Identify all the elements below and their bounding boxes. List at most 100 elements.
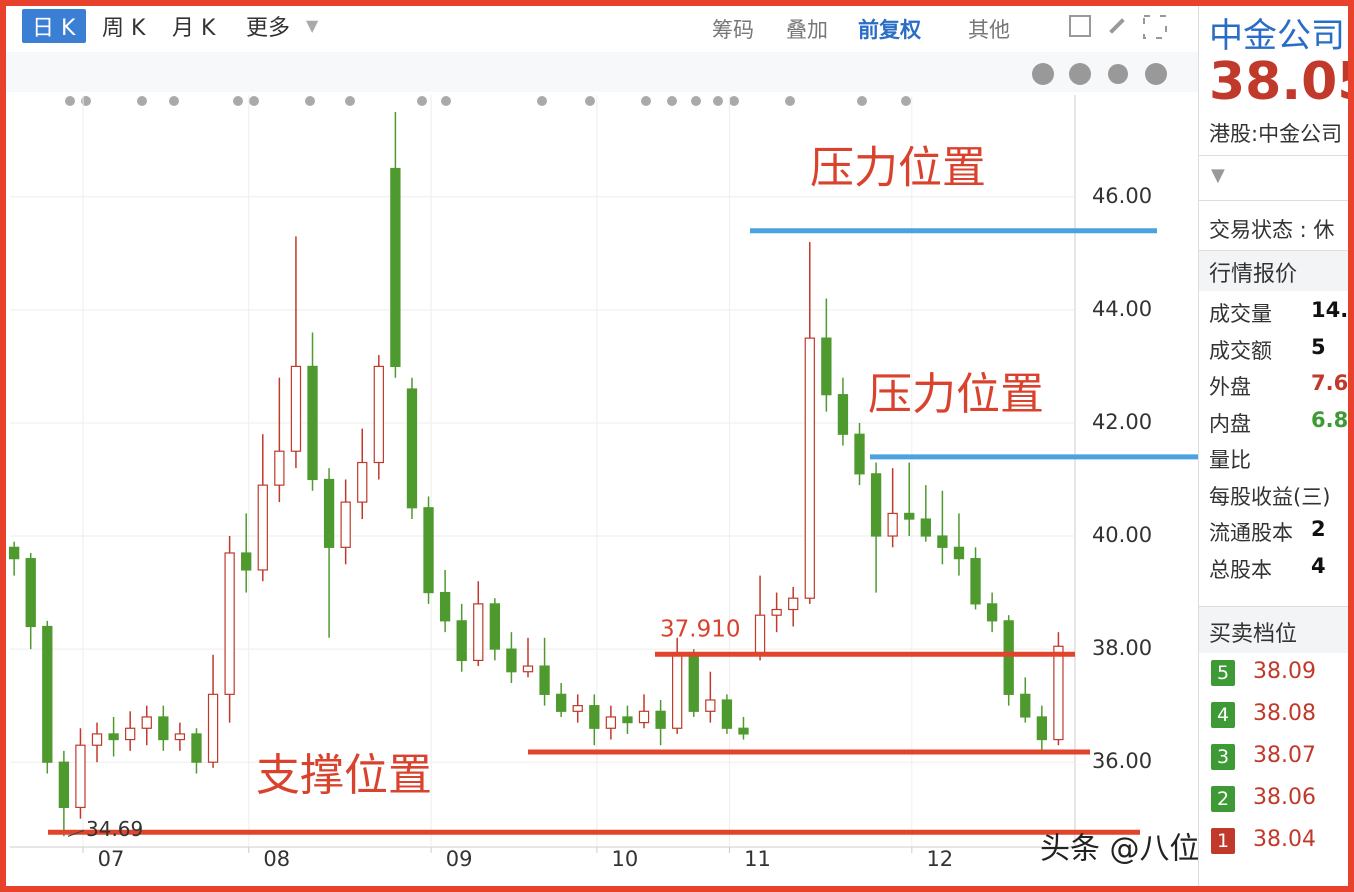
- candle-body: [804, 337, 815, 599]
- candle-body: [158, 716, 169, 741]
- book-price: 38.09: [1253, 659, 1316, 684]
- support-label: 支撑位置: [256, 750, 432, 801]
- candle-body: [456, 620, 467, 662]
- book-level: 4: [1211, 702, 1235, 728]
- candle-body: [323, 478, 335, 548]
- candle-body: [539, 665, 550, 695]
- candle-body: [854, 433, 865, 475]
- candle-body: [75, 744, 86, 809]
- quote-label: 总股本: [1209, 557, 1272, 582]
- x-tick-label: 09: [446, 847, 473, 871]
- candle-body: [473, 603, 484, 662]
- candle-body: [125, 727, 136, 741]
- period[interactable]: 周 K: [102, 16, 146, 41]
- candle-body: [970, 558, 981, 605]
- candle-body: [920, 518, 931, 537]
- candle-body: [605, 716, 617, 729]
- y-tick-label: 36.00: [1092, 749, 1152, 773]
- candle-body: [340, 501, 351, 548]
- candle-body: [821, 337, 832, 396]
- candle-body: [705, 699, 716, 712]
- candle-body: [8, 546, 20, 560]
- subbar: [0, 52, 1198, 92]
- candle-body: [207, 693, 219, 763]
- candle-body: [91, 733, 103, 746]
- candle-body: [390, 167, 401, 367]
- watermark: 头条 @八位数花园: [1040, 832, 1198, 867]
- quote-value: 2: [1311, 517, 1326, 541]
- y-tick-label: 46.00: [1092, 184, 1152, 208]
- book-price: 38.07: [1253, 743, 1316, 768]
- section-bg: [1199, 250, 1354, 291]
- candle-body: [1020, 693, 1031, 718]
- candle-body: [439, 591, 451, 622]
- period-selected[interactable]: [22, 9, 86, 43]
- candle-body: [423, 507, 434, 594]
- x-tick-label: 11: [744, 847, 771, 871]
- separator: [1199, 200, 1354, 201]
- candle-body: [224, 552, 235, 695]
- quote-label: 成交额: [1209, 338, 1272, 363]
- x-tick-label: 08: [263, 847, 290, 871]
- candle-body: [108, 733, 119, 741]
- candle-body: [191, 733, 202, 763]
- status: 交易状态 : 休: [1209, 218, 1335, 242]
- candle-body: [141, 716, 152, 729]
- quote-label: 内盘: [1209, 411, 1251, 436]
- quote-label: 每股收益(三): [1209, 484, 1331, 509]
- quote-label: 外盘: [1209, 375, 1251, 399]
- candle-body: [1003, 620, 1014, 695]
- resistance-label: 压力位置: [810, 143, 986, 194]
- dropdown-arrow: ▼: [306, 16, 319, 35]
- candle-body: [572, 705, 583, 712]
- candle-body: [555, 693, 567, 712]
- period[interactable]: 月 K: [172, 16, 216, 41]
- candle-body: [274, 450, 285, 486]
- candle-body: [788, 597, 799, 611]
- tool[interactable]: 其他: [968, 18, 1010, 42]
- period[interactable]: 更多: [246, 16, 291, 41]
- candle-body: [953, 546, 965, 560]
- tool[interactable]: 叠加: [786, 18, 828, 42]
- period[interactable]: 日 K: [32, 16, 76, 41]
- toolbar-icons: [1032, 15, 1167, 85]
- candle-body: [887, 512, 898, 537]
- quote-value: 6.8: [1311, 407, 1349, 432]
- candle-body: [1036, 716, 1048, 741]
- candle-body: [506, 648, 517, 673]
- quote-label: 成交量: [1209, 302, 1272, 326]
- candle-body: [870, 473, 882, 537]
- low-marker-label: 34.69: [86, 817, 143, 841]
- candle-body: [738, 727, 749, 735]
- candle-body: [373, 365, 384, 464]
- candle-body: [904, 512, 915, 520]
- candle-body: [307, 365, 318, 481]
- candle-body: [174, 733, 186, 741]
- candle-body: [754, 614, 766, 656]
- candle-body: [672, 654, 683, 729]
- sidebar: 中金公司 38.05 港股:中金公司 ▼ 交易状态 : 休 行情报价 成交量14…: [1198, 0, 1354, 892]
- candle-body: [771, 608, 782, 616]
- book-price: 38.04: [1253, 827, 1316, 852]
- candle-body: [357, 461, 368, 503]
- candle-body: [1053, 645, 1064, 741]
- tool[interactable]: 筹码: [712, 18, 754, 42]
- section-title: 行情报价: [1209, 262, 1298, 287]
- candle-body: [290, 365, 302, 452]
- book-level: 2: [1211, 786, 1235, 812]
- y-tick-label: 38.00: [1092, 636, 1152, 660]
- y-tick-label: 40.00: [1092, 523, 1152, 547]
- candle-body: [522, 665, 534, 673]
- event-dots: [65, 96, 911, 106]
- collapse-icon[interactable]: ▼: [1211, 165, 1225, 186]
- candle-body: [837, 394, 849, 435]
- candle-body: [622, 716, 633, 724]
- candle-body: [688, 654, 699, 712]
- candle-body: [257, 484, 268, 571]
- quote-value: 5: [1311, 334, 1326, 359]
- book-price: 38.08: [1253, 701, 1316, 726]
- candle-body: [638, 710, 650, 724]
- quote-label: 量比: [1209, 448, 1251, 472]
- tool[interactable]: 前复权: [858, 18, 921, 42]
